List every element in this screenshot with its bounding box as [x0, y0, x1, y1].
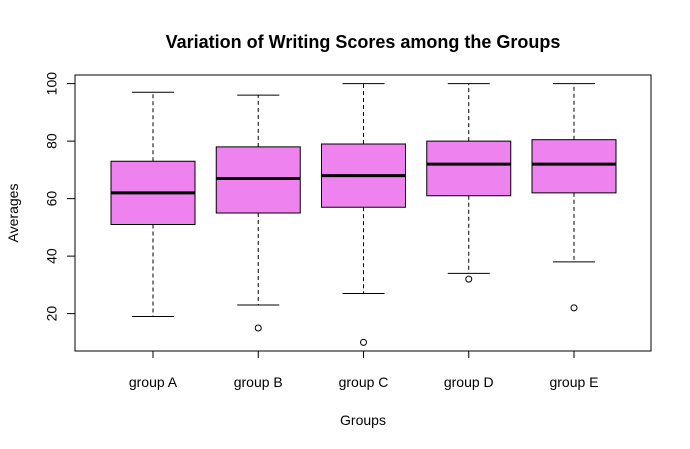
x-tick-label: group E [549, 374, 598, 390]
interquartile-box [426, 140, 512, 197]
box-series [110, 83, 617, 346]
x-tick-label: group A [129, 374, 178, 390]
box-group-B [215, 94, 301, 332]
outlier-point [360, 338, 367, 346]
y-tick-label: 60 [44, 191, 60, 207]
y-axis: 20 40 60 80 100 [44, 72, 76, 322]
y-axis-label: Averages [5, 184, 21, 243]
outlier-point [254, 324, 262, 332]
x-tick-label: group C [339, 374, 389, 390]
box-group-C [321, 83, 406, 346]
box-group-A [110, 91, 196, 317]
box-group-E [531, 83, 617, 312]
x-axis: group A group B group C group D group E [129, 350, 599, 390]
y-tick-label: 40 [44, 248, 60, 264]
y-tick-label: 80 [44, 133, 60, 149]
x-axis-label: Groups [340, 412, 386, 428]
box-group-D [426, 83, 512, 283]
interquartile-box [531, 139, 617, 194]
y-tick-label: 100 [44, 72, 60, 96]
chart-title: Variation of Writing Scores among the Gr… [166, 32, 561, 52]
outlier-point [465, 275, 473, 283]
x-tick-label: group D [444, 374, 494, 390]
y-tick-label: 20 [44, 306, 60, 322]
x-tick-label: group B [234, 374, 283, 390]
outlier-point [570, 304, 578, 312]
